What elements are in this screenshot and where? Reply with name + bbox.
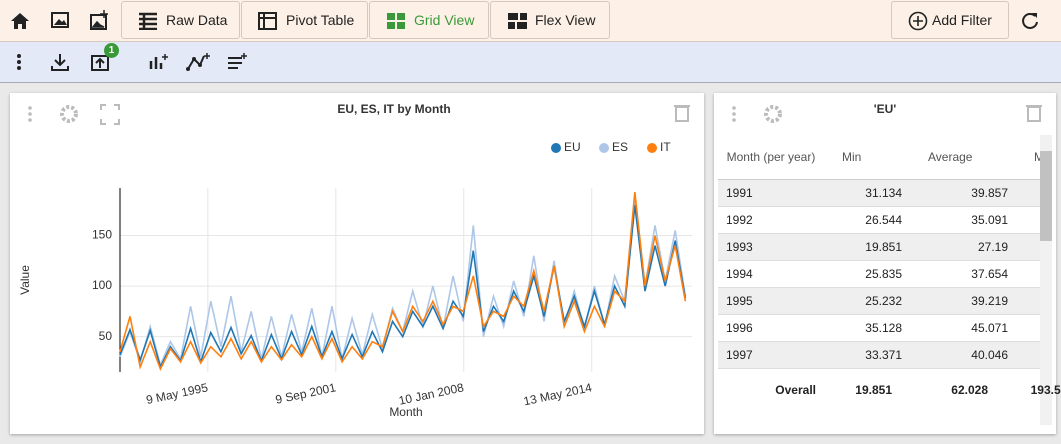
- legend-label: IT: [660, 140, 671, 154]
- table-cell: 1995: [718, 287, 824, 315]
- table-cell: 40.054: [1016, 233, 1040, 261]
- x-axis-label: Month: [389, 405, 422, 419]
- table-cell: 56.446: [1016, 206, 1040, 234]
- chart: EU, ES, IT by Month Month Value 50 100 150…: [18, 102, 692, 419]
- legend-label: ES: [612, 140, 628, 154]
- button-label: Add Filter: [932, 12, 992, 28]
- table-cell: 1991: [718, 179, 824, 207]
- x-tick-label: 10 Jan 2008: [397, 380, 465, 407]
- table-title: 'EU': [873, 102, 897, 116]
- table-cell: 54.346: [1016, 287, 1040, 315]
- legend-marker: [647, 143, 657, 153]
- table-cell: 26.217: [824, 368, 910, 377]
- overall-cell: 62.028: [951, 383, 988, 397]
- x-tick-label: 9 May 1995: [145, 380, 210, 407]
- table-cell: 33.371: [824, 341, 910, 369]
- grid-view-button[interactable]: Grid View: [369, 1, 489, 39]
- badge: 1: [104, 43, 119, 58]
- table-cell: 50.714: [1016, 341, 1040, 369]
- y-tick-label: 150: [92, 228, 112, 242]
- table-cell: 40.046: [910, 341, 1016, 369]
- table-cell: 52.476: [1016, 368, 1040, 377]
- table-cell: 39.219: [910, 287, 1016, 315]
- table-cell: 19.851: [824, 233, 910, 261]
- data-table: Month (per year)MinAverageMax199131.1343…: [718, 135, 1040, 377]
- panel-icons: [28, 104, 690, 125]
- table-cell: 57.838: [1016, 260, 1040, 288]
- y-axis-label: Value: [18, 265, 32, 295]
- button-label: Flex View: [535, 12, 596, 28]
- main-toolbar: Raw Data Pivot Table Grid View Flex View…: [0, 0, 1061, 42]
- table-cell: 25.232: [824, 287, 910, 315]
- overall-cell: 193.562: [1030, 383, 1061, 397]
- scroll-thumb[interactable]: [1040, 151, 1052, 241]
- column-header: Average: [910, 135, 1016, 180]
- table-cell: 37.654: [910, 260, 1016, 288]
- table-cell: 1993: [718, 233, 824, 261]
- column-header: Min: [824, 135, 910, 180]
- legend-marker: [551, 143, 561, 153]
- table-cell: 39.857: [910, 179, 1016, 207]
- add-filter-button[interactable]: Add Filter: [891, 1, 1009, 39]
- y-tick-label: 50: [99, 329, 113, 343]
- table-cell: 1997: [718, 341, 824, 369]
- legend-label: EU: [564, 140, 581, 154]
- panel-icons: [732, 105, 1042, 123]
- line: [119, 200, 687, 368]
- raw-data-button[interactable]: Raw Data: [121, 1, 240, 39]
- toolbar-icons: [17, 53, 247, 71]
- table-cell: 1992: [718, 206, 824, 234]
- overall-row: Overall 19.851 62.028 193.562: [718, 377, 1061, 403]
- secondary-toolbar: 1: [0, 42, 1061, 83]
- button-label: Raw Data: [166, 12, 228, 28]
- button-label: Pivot Table: [286, 12, 355, 28]
- overall-cell: 19.851: [855, 383, 892, 397]
- table-cell: 26.544: [824, 206, 910, 234]
- table-cell: 45.071: [910, 314, 1016, 342]
- header-row: Month (per year)MinAverageMax: [718, 135, 1040, 180]
- table-cell: 27.19: [910, 233, 1016, 261]
- table-cell: 1996: [718, 314, 824, 342]
- column-header: Month (per year): [718, 135, 824, 180]
- table-cell: 25.835: [824, 260, 910, 288]
- pivot-table-button[interactable]: Pivot Table: [241, 1, 368, 39]
- overall-table: Overall 19.851 62.028 193.562: [718, 377, 1061, 403]
- button-label: Grid View: [414, 12, 475, 28]
- y-tick-label: 100: [92, 278, 112, 292]
- table-cell: 35.091: [910, 206, 1016, 234]
- refresh-icon[interactable]: [1020, 11, 1040, 31]
- table-cell: 59.025: [1016, 314, 1040, 342]
- flex-view-button[interactable]: Flex View: [490, 1, 610, 39]
- legend-marker: [599, 143, 609, 153]
- line: [119, 191, 687, 371]
- line: [119, 205, 687, 370]
- table-cell: 35.261: [910, 368, 1016, 377]
- toolbar-icons: [11, 10, 108, 30]
- chart-title: EU, ES, IT by Month: [337, 102, 450, 116]
- chart-panel: EU, ES, IT by Month Month Value 50 100 150…: [10, 93, 704, 434]
- table-cell: 1994: [718, 260, 824, 288]
- table-cell: 57.53: [1016, 179, 1040, 207]
- table-cell: 35.128: [824, 314, 910, 342]
- scrollbar[interactable]: [1040, 135, 1052, 425]
- table-cell: 1998: [718, 368, 824, 377]
- table-cell: 31.134: [824, 179, 910, 207]
- column-header: Max: [1016, 135, 1040, 180]
- table-row: 199826.21735.26152.476: [718, 368, 1040, 377]
- overall-row: Overall 19.851 62.028 193.562: [718, 377, 1061, 403]
- x-tick-label: 9 Sep 2001: [274, 380, 337, 407]
- overall-cell: Overall: [775, 383, 816, 397]
- table-scroll: Month (per year)MinAverageMax199131.1343…: [718, 135, 1040, 377]
- table-panel: 'EU' Month (per year)MinAverageMax199131…: [714, 93, 1061, 434]
- x-tick-label: 13 May 2014: [522, 380, 593, 408]
